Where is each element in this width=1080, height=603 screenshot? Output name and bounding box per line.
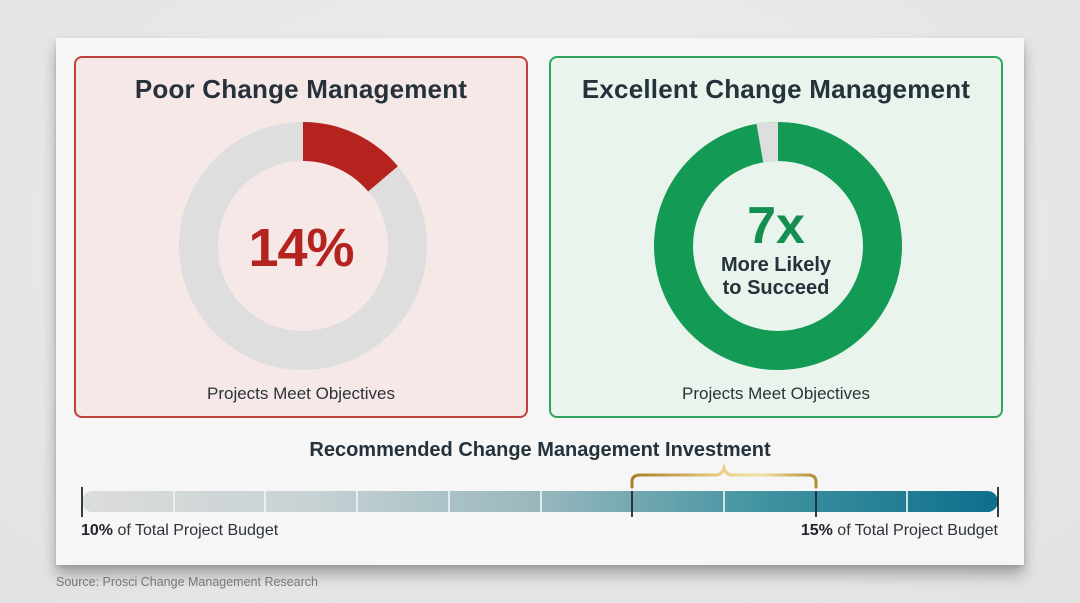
panel-title: Poor Change Management — [134, 74, 468, 104]
min-budget-label: 10% of Total Project Budget — [81, 522, 279, 539]
source-note: Source: Prosci Change Management Researc… — [56, 575, 318, 589]
excellent-donut-chart — [654, 122, 902, 370]
slide-card: Poor Change Management 14% Projects Meet… — [56, 38, 1024, 565]
center-subtext-line1: More Likely — [720, 254, 832, 276]
investment-bar-chart — [81, 462, 999, 517]
recommended-range-bracket — [630, 462, 818, 489]
panel-caption: Projects Meet Objectives — [206, 384, 395, 403]
segment-separators — [173, 491, 908, 512]
center-subtext-line2: to Succeed — [722, 277, 830, 299]
poor-change-panel: Poor Change Management 14% Projects Meet… — [74, 56, 528, 418]
max-budget-label: 15% of Total Project Budget — [800, 522, 998, 539]
donut-segment-meet-objectives — [303, 122, 398, 192]
panel-caption: Projects Meet Objectives — [681, 384, 870, 403]
donut-track-remainder — [756, 122, 778, 163]
center-value: 14% — [248, 218, 354, 278]
panel-title: Excellent Change Management — [581, 74, 971, 104]
investment-bar-track — [82, 491, 998, 512]
investment-title: Recommended Change Management Investment — [309, 439, 771, 461]
poor-donut-chart — [179, 122, 427, 370]
range-ticks — [81, 487, 999, 517]
excellent-change-panel: Excellent Change Management 7x More Like… — [549, 56, 1003, 418]
center-value: 7x — [747, 197, 805, 255]
